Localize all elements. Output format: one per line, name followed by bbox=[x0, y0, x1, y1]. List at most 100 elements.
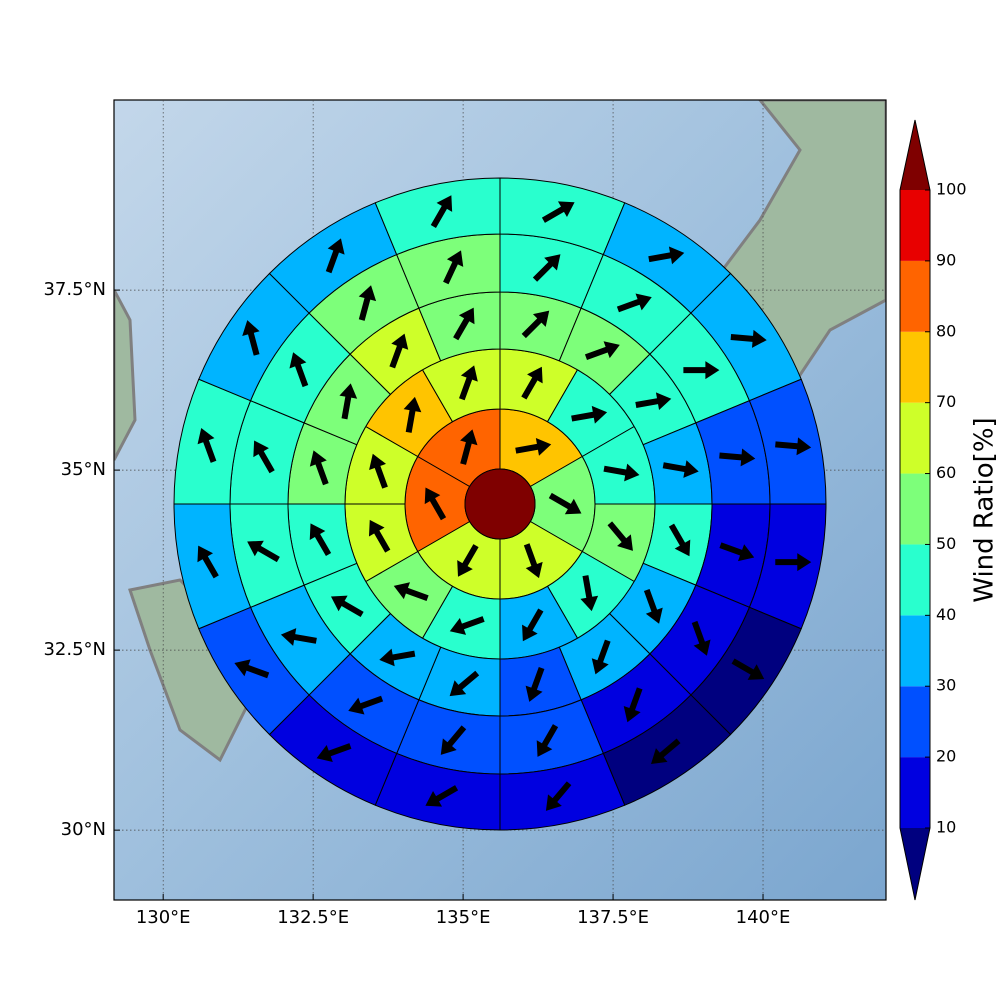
wind-arrow bbox=[309, 450, 329, 486]
wind-arrow bbox=[548, 492, 582, 515]
wind-arrow bbox=[197, 428, 217, 463]
colorbar-tick-label: 40 bbox=[936, 605, 956, 624]
wind-arrow bbox=[545, 781, 572, 811]
y-tick-label: 37.5°N bbox=[43, 279, 106, 300]
colorbar-over bbox=[900, 120, 930, 190]
wind-arrow bbox=[643, 588, 663, 624]
wind-arrow bbox=[668, 523, 691, 557]
colorbar-bin bbox=[900, 331, 930, 403]
wind-arrow bbox=[369, 453, 388, 489]
colorbar-bin bbox=[900, 402, 930, 474]
wind-arrow bbox=[460, 429, 478, 465]
x-tick-label: 135°E bbox=[436, 907, 491, 928]
y-tick-label: 30°N bbox=[61, 819, 106, 840]
wind-arrow bbox=[635, 392, 672, 411]
colorbar-bin bbox=[900, 757, 930, 828]
wind-arrow bbox=[521, 310, 550, 339]
wind-arrow bbox=[379, 648, 416, 667]
wind-arrow bbox=[197, 545, 219, 579]
wind-arrow bbox=[683, 361, 720, 380]
wind-arrow bbox=[443, 250, 464, 285]
wind-arrow bbox=[541, 201, 575, 223]
colorbar-tick-label: 70 bbox=[936, 392, 956, 411]
wind-arrow bbox=[532, 254, 561, 282]
wind-arrow bbox=[522, 608, 544, 642]
wind-arrow bbox=[453, 307, 475, 341]
wind-arrow bbox=[393, 582, 429, 602]
wind-arrow bbox=[603, 463, 640, 482]
wind-arrow bbox=[247, 540, 280, 563]
colorbar-tick-label: 20 bbox=[936, 747, 956, 766]
colorbar-tick-label: 100 bbox=[936, 180, 967, 199]
wind-arrow bbox=[253, 440, 275, 474]
colorbar-bin bbox=[900, 544, 930, 616]
wind-arrow bbox=[424, 487, 447, 521]
wind-arrow bbox=[430, 195, 453, 228]
wind-arrow bbox=[691, 620, 711, 656]
wind-arrow bbox=[425, 785, 459, 807]
wind-arrow bbox=[775, 553, 812, 572]
x-tick-label: 140°E bbox=[736, 907, 791, 928]
wind-arrow bbox=[459, 365, 478, 401]
x-tick-label: 130°E bbox=[136, 907, 191, 928]
colorbar-bin bbox=[900, 473, 930, 545]
wind-arrow bbox=[280, 628, 317, 646]
wind-arrow bbox=[536, 724, 559, 757]
colorbar-tick-label: 60 bbox=[936, 463, 956, 482]
wind-arrow bbox=[584, 341, 620, 361]
wind-arrow bbox=[368, 519, 391, 553]
colorbar-bin bbox=[900, 190, 930, 261]
wind-arrow bbox=[309, 523, 332, 557]
colorbar-bin bbox=[900, 686, 930, 758]
wind-arrow bbox=[358, 285, 377, 321]
wind-arrow bbox=[525, 666, 545, 702]
colorbar-bin bbox=[900, 260, 930, 332]
wind-arrow bbox=[607, 521, 633, 551]
wind-arrow bbox=[651, 738, 681, 764]
colorbar-under bbox=[900, 828, 930, 900]
wind-arrow bbox=[523, 543, 543, 579]
wind-arrow bbox=[449, 670, 480, 697]
y-tick-label: 35°N bbox=[61, 459, 106, 480]
wind-arrow bbox=[731, 658, 765, 680]
x-tick-label: 132.5°E bbox=[277, 907, 349, 928]
colorbar-tick-label: 90 bbox=[936, 250, 956, 269]
colorbar-tick-label: 30 bbox=[936, 676, 956, 695]
wind-arrow bbox=[719, 448, 756, 467]
wind-arrow bbox=[662, 460, 699, 478]
wind-arrow bbox=[449, 616, 485, 635]
wind-arrow bbox=[623, 687, 643, 723]
wind-arrow bbox=[289, 352, 309, 388]
wind-arrow bbox=[515, 437, 552, 456]
colorbar-tick-label: 80 bbox=[936, 321, 956, 340]
colorbar-tick-label: 10 bbox=[936, 818, 956, 837]
wind-arrow bbox=[242, 320, 260, 356]
wind-arrow bbox=[440, 725, 467, 755]
x-tick-label: 137.5°E bbox=[577, 907, 649, 928]
wind-arrow bbox=[389, 333, 409, 369]
wind-arrow bbox=[348, 695, 384, 715]
wind-arrow bbox=[571, 405, 608, 424]
y-tick-label: 32.5°N bbox=[43, 639, 106, 660]
wind-arrow bbox=[403, 396, 422, 433]
wind-arrow bbox=[648, 246, 685, 265]
wind-arrow bbox=[719, 542, 755, 562]
wind-arrow bbox=[616, 293, 652, 313]
wind-arrow bbox=[330, 595, 364, 618]
plot-frame bbox=[113, 99, 887, 901]
wind-arrow bbox=[521, 366, 543, 400]
wind-arrow bbox=[316, 743, 352, 762]
colorbar-bin bbox=[900, 615, 930, 687]
wind-arrow bbox=[730, 329, 767, 348]
wind-arrow bbox=[775, 437, 812, 456]
wind-arrow bbox=[580, 575, 599, 612]
wind-arrow bbox=[325, 238, 345, 274]
colorbar-tick-label: 50 bbox=[936, 534, 956, 553]
colorbar-label: Wind Ratio[%] bbox=[970, 417, 1000, 602]
wind-arrow bbox=[234, 659, 270, 679]
center-cell bbox=[464, 468, 536, 540]
wind-arrow bbox=[339, 383, 358, 420]
wind-arrow bbox=[457, 544, 479, 577]
